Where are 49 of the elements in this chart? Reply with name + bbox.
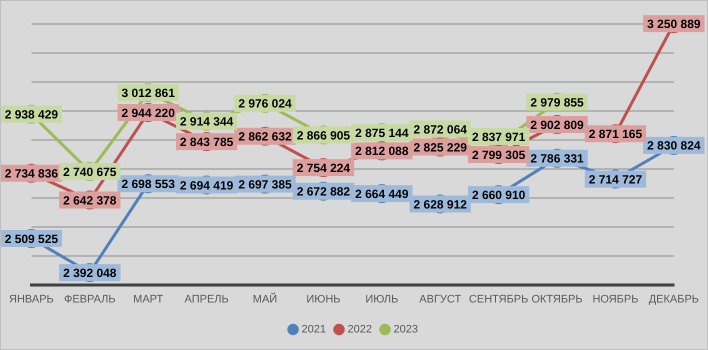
data-label: 2 740 675	[63, 164, 117, 179]
data-label: 2 938 429	[4, 108, 58, 122]
data-label: 2 672 882	[296, 184, 350, 199]
x-tick-label: СЕНТЯБРЬ	[468, 293, 528, 306]
x-tick-label: АВГУСТ	[419, 293, 462, 306]
data-label: 2 843 785	[180, 134, 234, 149]
data-label: 2 799 305	[472, 148, 526, 162]
x-tick-label: ИЮНЬ	[306, 293, 340, 306]
data-label: 2 830 824	[647, 138, 701, 153]
data-label: 2 734 836	[4, 166, 58, 181]
data-label: 2 866 905	[296, 128, 350, 142]
data-label: 2 944 220	[121, 106, 176, 120]
data-label: 2 979 855	[530, 96, 584, 110]
x-tick-label: ОКТЯБРЬ	[531, 293, 583, 306]
x-tick-label: ЯНВАРЬ	[8, 293, 54, 306]
data-label: 2 786 331	[530, 152, 584, 166]
data-label: 2 660 910	[472, 188, 526, 202]
data-label: 2 697 385	[238, 177, 292, 192]
data-label: 3 012 861	[121, 86, 176, 100]
data-label: 2 902 809	[530, 118, 584, 132]
x-tick-label: ИЮЛЬ	[365, 293, 398, 306]
data-label: 2 875 144	[355, 126, 409, 140]
data-label: 2 642 378	[63, 193, 117, 208]
data-label: 2 509 525	[4, 232, 58, 246]
legend-label: 2022	[348, 324, 372, 336]
data-label: 2 825 229	[414, 140, 468, 154]
x-tick-label: ФЕВРАЛЬ	[64, 293, 116, 306]
data-label: 2 872 064	[414, 122, 468, 136]
data-label: 2 628 912	[414, 197, 468, 212]
data-label: 2 392 048	[63, 266, 117, 280]
x-tick-label: МАРТ	[133, 293, 164, 306]
data-label: 2 698 553	[121, 177, 176, 192]
data-label: 2 871 165	[588, 127, 642, 142]
x-tick-label: МАЙ	[252, 292, 278, 306]
x-tick-label: АПРЕЛЬ	[184, 293, 229, 306]
x-tick-label: ДЕКАБРЬ	[648, 293, 700, 306]
data-label: 2 862 632	[238, 130, 292, 144]
data-label: 2 914 344	[180, 114, 234, 129]
legend-label: 2021	[302, 324, 326, 336]
data-label: 2 837 971	[472, 130, 526, 144]
data-label: 2 714 727	[588, 172, 642, 186]
data-label: 3 250 889	[647, 16, 701, 31]
legend-label: 2023	[393, 324, 418, 336]
data-label: 2 754 224	[296, 160, 350, 175]
data-label: 2 812 088	[355, 144, 409, 158]
data-label: 2 976 024	[238, 96, 292, 111]
x-tick-label: НОЯБРЬ	[592, 293, 638, 306]
data-label: 2 694 419	[180, 178, 234, 192]
data-label: 2 664 449	[355, 186, 409, 201]
